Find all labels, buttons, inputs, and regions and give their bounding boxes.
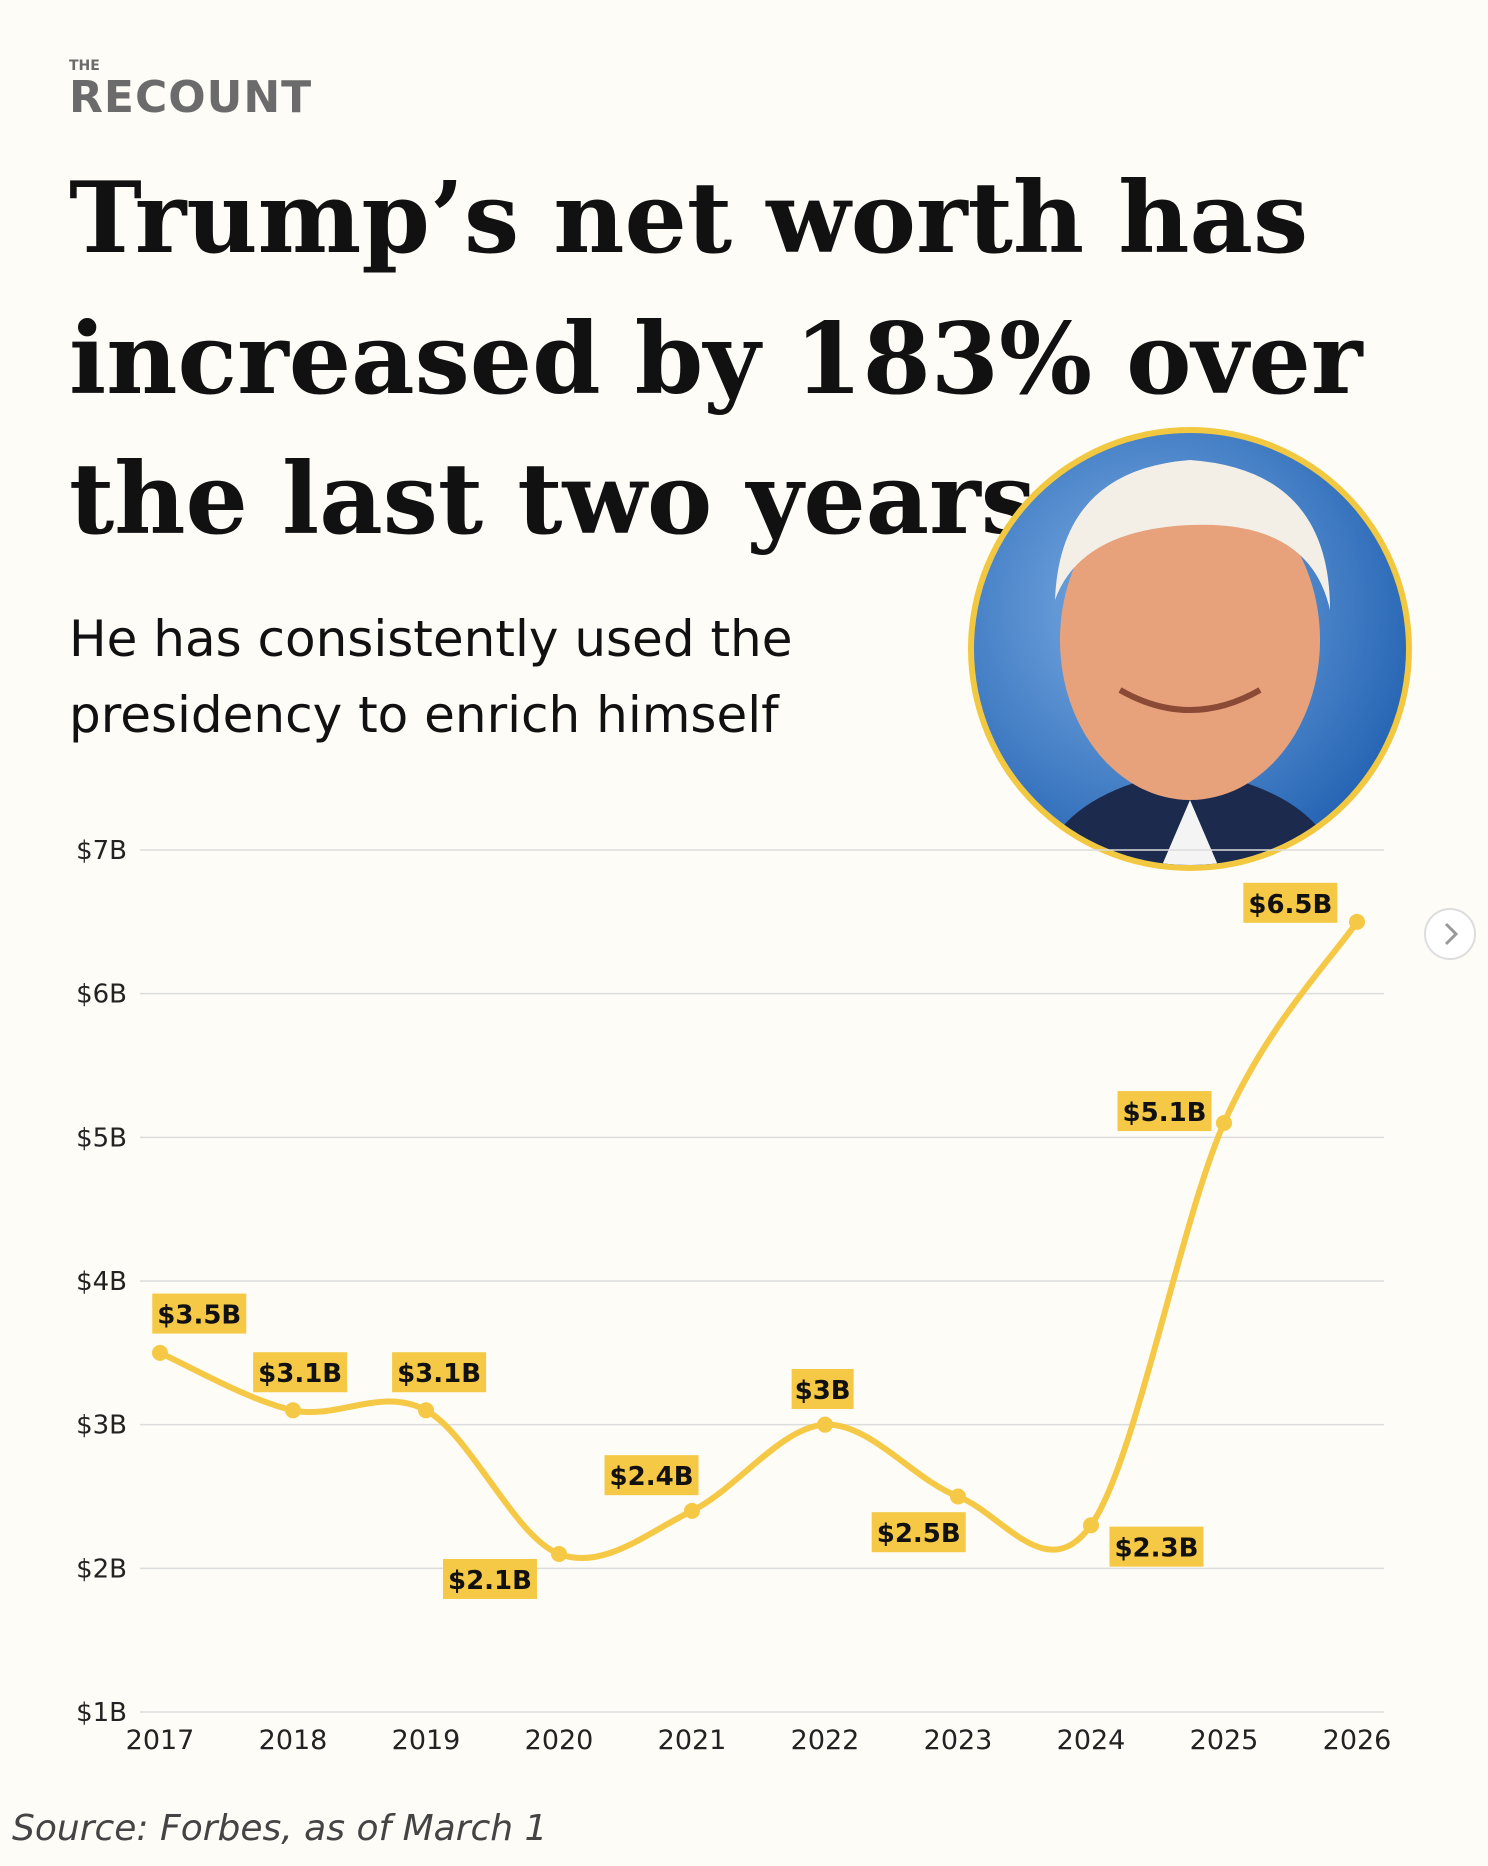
x-tick-label: 2026 xyxy=(1323,1725,1392,1756)
x-tick-label: 2025 xyxy=(1190,1725,1259,1756)
x-tick-label: 2017 xyxy=(126,1725,195,1756)
value-label: $3.1B xyxy=(397,1359,481,1389)
point xyxy=(684,1502,700,1519)
point xyxy=(817,1416,833,1433)
value-label: $2.3B xyxy=(1114,1534,1198,1564)
subtitle-line: presidency to enrich himself xyxy=(69,686,780,744)
x-tick-label: 2022 xyxy=(791,1725,860,1756)
value-label: $6.5B xyxy=(1248,890,1332,920)
title-line: the last two years xyxy=(69,442,1036,557)
x-tick-label: 2024 xyxy=(1057,1725,1126,1756)
value-label: $2.5B xyxy=(877,1519,961,1549)
value-label: $3B xyxy=(795,1376,851,1406)
point xyxy=(152,1344,168,1361)
next-button[interactable] xyxy=(1424,908,1476,960)
value-label-box xyxy=(1117,1091,1212,1132)
x-tick-label: 2018 xyxy=(259,1725,328,1756)
point xyxy=(418,1402,434,1419)
x-tick-label: 2021 xyxy=(658,1725,727,1756)
point xyxy=(551,1545,567,1562)
value-label-box xyxy=(1243,882,1338,923)
title-line: increased by 183% over xyxy=(69,302,1364,417)
y-tick-label: $6B xyxy=(76,980,127,1010)
value-label-box xyxy=(1109,1526,1204,1567)
point xyxy=(1349,913,1365,930)
y-tick-label: $4B xyxy=(76,1267,127,1297)
value-label: $3.1B xyxy=(258,1359,342,1389)
source: Source: Forbes, as of March 1 xyxy=(12,1808,547,1849)
brand-small: THE xyxy=(69,58,100,74)
y-tick-label: $5B xyxy=(76,1123,127,1153)
x-tick-label: 2020 xyxy=(525,1725,594,1756)
value-label: $5.1B xyxy=(1123,1098,1207,1128)
x-tick-label: 2019 xyxy=(392,1725,461,1756)
portrait xyxy=(968,427,1412,871)
value-label-box xyxy=(791,1368,854,1409)
value-label: $2.4B xyxy=(610,1462,694,1492)
brand-name: RECOUNT xyxy=(69,72,312,123)
y-tick-label: $1B xyxy=(76,1698,127,1728)
title-line: Trump’s net worth has xyxy=(69,161,1308,276)
value-label-box xyxy=(604,1455,699,1496)
point xyxy=(1216,1114,1232,1131)
value-label-box xyxy=(392,1352,487,1393)
value-label-box xyxy=(442,1558,537,1599)
y-tick-label: $3B xyxy=(76,1411,127,1441)
value-label: $2.1B xyxy=(448,1566,532,1596)
subtitle-line: He has consistently used the xyxy=(69,610,793,668)
x-tick-label: 2023 xyxy=(924,1725,993,1756)
y-tick-label: $2B xyxy=(76,1554,127,1584)
value-label: $3.5B xyxy=(157,1301,241,1331)
point xyxy=(950,1488,966,1505)
y-tick-label: $7B xyxy=(76,836,127,866)
value-label-box xyxy=(253,1352,348,1393)
value-label-box xyxy=(871,1512,966,1553)
point xyxy=(1083,1517,1099,1534)
point xyxy=(285,1402,301,1419)
value-label-box xyxy=(152,1293,247,1334)
line xyxy=(157,918,1360,1562)
